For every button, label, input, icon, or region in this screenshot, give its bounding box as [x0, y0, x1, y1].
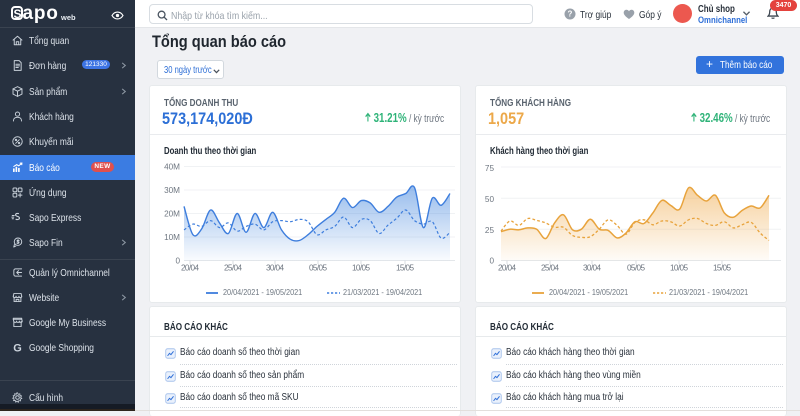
svg-text:?: ?	[568, 10, 573, 19]
svg-text:30/04: 30/04	[266, 264, 284, 273]
svg-text:25/04: 25/04	[541, 264, 559, 273]
svg-text:25: 25	[485, 226, 495, 235]
svg-text:20/04: 20/04	[181, 264, 199, 273]
svg-text:10/05: 10/05	[352, 264, 370, 273]
svg-text:30M: 30M	[164, 186, 180, 195]
svg-text:10M: 10M	[164, 233, 180, 242]
svg-text:G: G	[13, 343, 22, 354]
svg-text:05/05: 05/05	[309, 264, 327, 273]
svg-text:20/04: 20/04	[498, 264, 516, 273]
svg-text:0: 0	[489, 256, 494, 265]
svg-text:50: 50	[485, 195, 495, 204]
svg-text:20M: 20M	[164, 209, 180, 218]
svg-text:05/05: 05/05	[627, 264, 645, 273]
svg-text:10/05: 10/05	[670, 264, 688, 273]
svg-text:15/05: 15/05	[396, 264, 414, 273]
svg-text:40M: 40M	[164, 162, 180, 171]
svg-text:75: 75	[485, 164, 495, 173]
svg-text:15/05: 15/05	[713, 264, 731, 273]
svg-text:0: 0	[175, 256, 180, 265]
svg-text:30/04: 30/04	[583, 264, 601, 273]
svg-text:25/04: 25/04	[224, 264, 242, 273]
